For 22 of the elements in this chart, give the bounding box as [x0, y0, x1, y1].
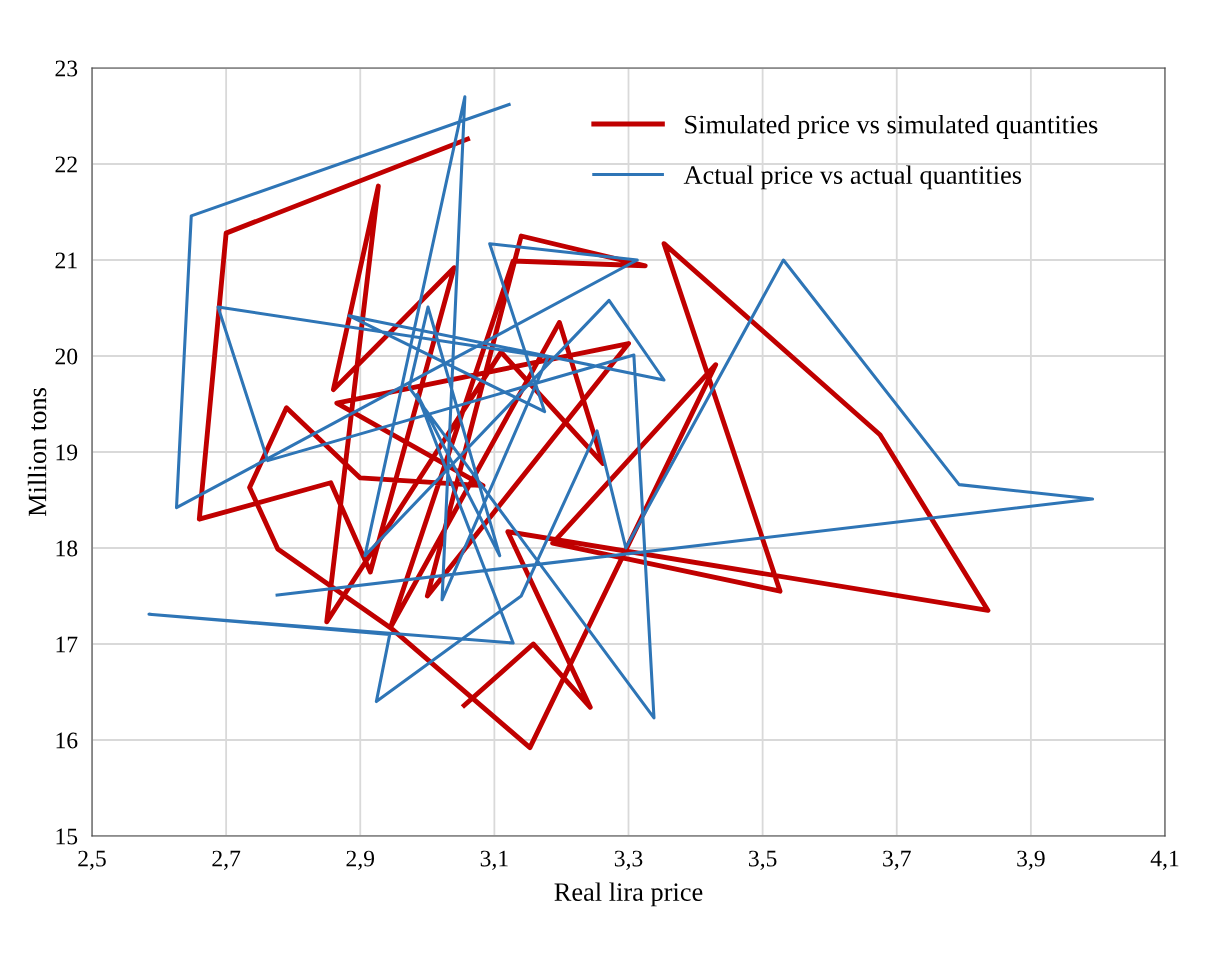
- y-tick-label: 23: [55, 60, 78, 77]
- x-axis-title: Real lira price: [554, 882, 703, 907]
- y-axis-title: Million tons: [27, 388, 47, 517]
- y-tick-label: 21: [55, 252, 77, 269]
- x-tick-label: 4,1: [1150, 850, 1179, 870]
- x-tick-label: 3,5: [749, 850, 777, 870]
- x-tick-label: 2,7: [212, 850, 241, 870]
- y-tick-label: 17: [56, 636, 78, 653]
- x-tick-label: 2,5: [78, 850, 106, 870]
- x-tick-label: 3,7: [883, 850, 911, 870]
- legend-label: Simulated price vs simulated quantities: [685, 114, 1098, 139]
- legend-label: Actual price vs actual quantities: [683, 165, 1022, 190]
- y-tick-label: 18: [56, 540, 78, 557]
- y-tick-label: 20: [55, 348, 78, 365]
- x-tick-label: 2,9: [346, 850, 375, 870]
- x-tick-label: 3,3: [614, 850, 643, 870]
- y-tick-label: 16: [56, 732, 78, 749]
- y-tick-label: 15: [56, 828, 78, 845]
- x-tick-label: 3,9: [1017, 850, 1045, 870]
- y-tick-label: 19: [56, 444, 78, 461]
- y-tick-label: 22: [55, 156, 77, 173]
- x-tick-label: 3,1: [480, 850, 508, 870]
